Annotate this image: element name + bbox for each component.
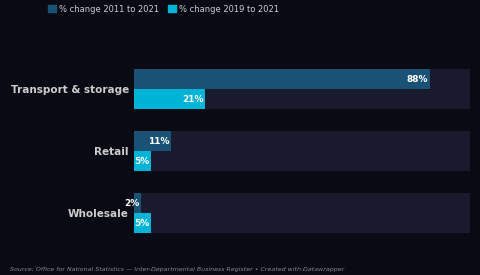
Bar	[134, 194, 470, 213]
Bar	[134, 89, 205, 109]
Text: Source: Office for National Statistics — Inter-Departmental Business Register • : Source: Office for National Statistics —…	[10, 267, 344, 272]
Bar	[134, 69, 430, 89]
Bar	[134, 213, 470, 233]
Bar	[134, 213, 151, 233]
Bar	[134, 89, 470, 109]
Text: 21%: 21%	[182, 95, 204, 104]
Bar	[134, 69, 470, 89]
Bar	[134, 131, 171, 151]
Text: 5%: 5%	[134, 157, 150, 166]
Text: 11%: 11%	[148, 137, 170, 146]
Text: 88%: 88%	[407, 75, 428, 84]
Bar	[134, 194, 141, 213]
Text: 5%: 5%	[134, 219, 150, 228]
Text: 2%: 2%	[124, 199, 139, 208]
Bar	[134, 151, 470, 171]
Bar	[134, 131, 470, 151]
Bar	[134, 151, 151, 171]
Legend: % change 2011 to 2021, % change 2019 to 2021: % change 2011 to 2021, % change 2019 to …	[45, 1, 283, 17]
